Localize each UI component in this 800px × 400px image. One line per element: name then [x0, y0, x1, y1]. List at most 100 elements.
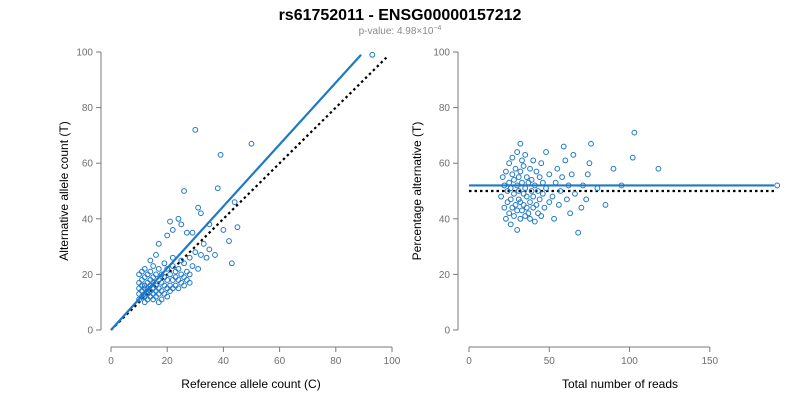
right-data-point: [514, 207, 521, 214]
right-data-point: [519, 157, 525, 164]
right-data-point: [543, 185, 549, 192]
left-data-point: [144, 296, 151, 303]
right-y-tick-label: 100: [433, 48, 450, 59]
left-data-point: [155, 265, 162, 272]
left-data-point: [178, 279, 185, 286]
right-data-point: [515, 188, 522, 194]
left-data-point: [150, 285, 157, 292]
left-data-point: [153, 271, 159, 278]
right-data-point: [520, 202, 527, 208]
left-data-point: [178, 271, 185, 278]
left-data-point: [136, 290, 143, 297]
right-y-tick-label: 0: [444, 326, 450, 337]
left-data-point: [139, 268, 145, 275]
left-data-point: [181, 274, 187, 281]
figure-title: rs61752011 - ENSG00000157212: [279, 7, 522, 24]
left-y-axis-label: Alternative allele count (T): [57, 121, 71, 260]
left-data-point: [175, 285, 182, 292]
right-data-point: [549, 193, 556, 200]
left-data-point: [153, 293, 159, 300]
left-data-point: [183, 229, 190, 236]
left-data-point: [147, 293, 154, 300]
left-data-point: [144, 279, 151, 286]
right-axes: 0 50 100 150 0 20 40 60 80 100: [433, 48, 718, 368]
right-x-axis-label: Total number of reads: [562, 377, 678, 391]
left-data-point: [206, 246, 213, 253]
right-data-point: [506, 210, 513, 217]
left-data-point: [248, 140, 255, 147]
right-data-point: [555, 202, 562, 208]
right-data-point: [512, 165, 519, 172]
left-data-point: [212, 252, 218, 258]
right-data-point: [514, 227, 521, 233]
left-x-tick-label: 80: [330, 356, 342, 367]
right-y-tick-label: 60: [439, 159, 451, 170]
right-data-point: [562, 157, 569, 164]
right-x-tick-label: 100: [621, 356, 638, 367]
left-data-point: [234, 224, 241, 231]
right-data-point: [520, 190, 527, 197]
right-data-point: [583, 196, 590, 203]
left-data-point: [169, 263, 176, 269]
right-data-point: [525, 210, 532, 217]
left-data-point: [217, 151, 224, 158]
left-data-point: [147, 268, 154, 275]
right-data-point: [539, 179, 546, 186]
left-data-point: [164, 285, 171, 292]
left-data-point: [158, 288, 165, 294]
right-data-point: [517, 168, 524, 175]
left-data-point: [136, 285, 143, 292]
right-data-point: [530, 204, 537, 211]
left-data-point: [183, 268, 190, 275]
right-data-point: [499, 174, 506, 181]
right-data-point: [557, 188, 564, 194]
left-data-point: [147, 277, 154, 283]
left-x-tick-label: 40: [218, 356, 230, 367]
left-data-point: [136, 279, 143, 286]
left-data-point: [183, 277, 190, 283]
left-data-point: [169, 227, 176, 233]
left-data-point: [195, 265, 202, 272]
left-y-tick-label: 0: [87, 326, 93, 337]
left-data-point: [161, 290, 168, 297]
right-x-tick-label: 150: [701, 356, 718, 367]
left-data-point: [155, 299, 162, 306]
right-y-tick-label: 80: [439, 103, 451, 114]
left-data-point: [220, 227, 227, 233]
right-data-point: [528, 188, 535, 194]
left-data-point: [186, 271, 193, 278]
right-data-point: [509, 154, 516, 161]
left-data-point: [150, 290, 157, 297]
left-y-tick-label: 60: [82, 159, 94, 170]
right-x-tick-label: 50: [544, 356, 556, 367]
left-data-point: [150, 296, 157, 303]
left-data-point: [167, 218, 173, 225]
right-points: [498, 129, 781, 236]
right-data-point: [538, 213, 545, 219]
right-data-point: [527, 165, 533, 172]
right-data-point: [527, 199, 533, 206]
right-data-point: [512, 202, 519, 208]
right-data-point: [610, 165, 617, 172]
right-data-point: [535, 188, 541, 194]
right-data-point: [519, 179, 525, 186]
right-data-point: [535, 210, 541, 217]
left-data-point: [167, 288, 173, 294]
left-y-tick-label: 100: [76, 48, 93, 59]
left-data-point: [167, 282, 173, 289]
right-data-point: [511, 176, 517, 183]
right-data-point: [586, 160, 593, 167]
left-y-tick-label: 20: [82, 270, 94, 281]
left-data-point: [147, 257, 154, 264]
right-data-point: [498, 193, 505, 200]
left-data-point: [136, 271, 143, 278]
left-data-point: [164, 277, 171, 283]
left-data-point: [228, 260, 235, 267]
left-data-point: [169, 254, 176, 261]
figure-subtitle: p-value: 4.98×10−4: [359, 25, 442, 37]
right-data-point: [511, 213, 517, 219]
left-data-point: [167, 271, 173, 278]
left-data-point: [198, 210, 204, 217]
right-y-tick-label: 20: [439, 270, 451, 281]
right-data-point: [514, 182, 521, 189]
